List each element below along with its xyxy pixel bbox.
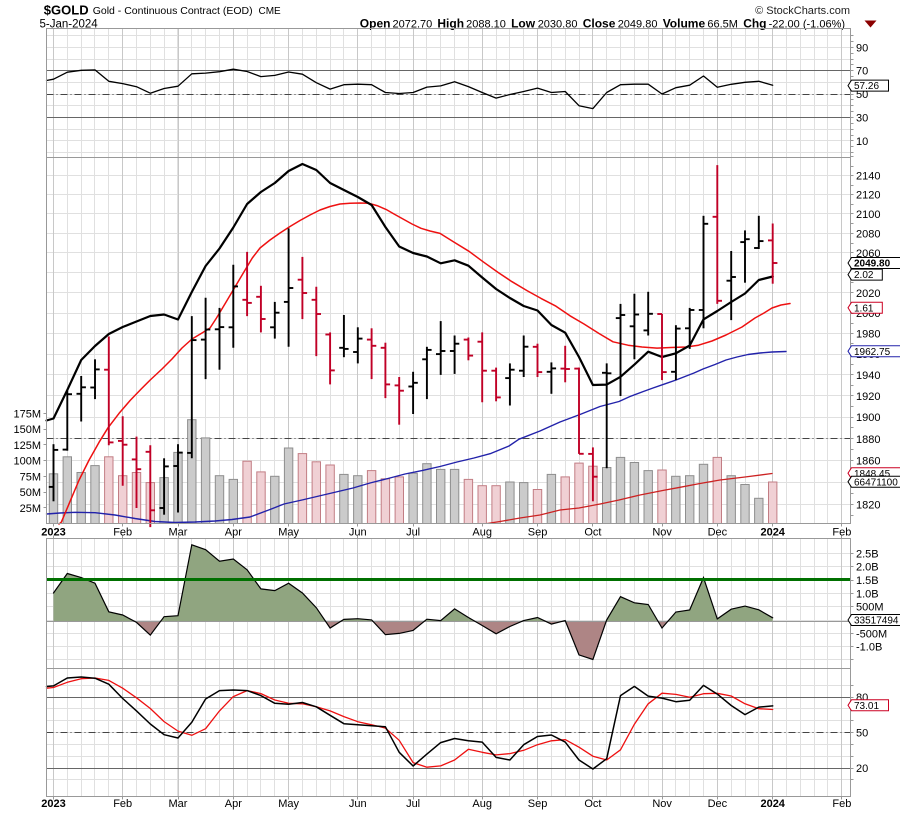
svg-text:500M: 500M [856, 602, 884, 614]
svg-text:1920: 1920 [856, 391, 880, 403]
svg-text:20: 20 [856, 763, 868, 775]
svg-text:Oct: Oct [584, 798, 601, 810]
svg-text:Jun: Jun [349, 798, 367, 810]
svg-text:Dec: Dec [708, 798, 728, 810]
svg-text:2020: 2020 [856, 288, 880, 300]
svg-text:2100: 2100 [856, 209, 880, 221]
svg-text:Jul: Jul [406, 527, 420, 539]
svg-text:Open: Open [360, 17, 391, 31]
svg-text:Close: Close [583, 17, 616, 31]
svg-text:33517494: 33517494 [854, 616, 899, 627]
svg-text:May: May [278, 527, 299, 539]
svg-text:25M: 25M [20, 503, 41, 515]
svg-text:73.01: 73.01 [854, 701, 879, 712]
svg-text:Feb: Feb [832, 798, 851, 810]
svg-text:Feb: Feb [832, 527, 851, 539]
svg-text:$GOLD: $GOLD [44, 3, 89, 18]
svg-text:50: 50 [856, 728, 868, 740]
svg-text:Mar: Mar [169, 527, 188, 539]
svg-text:Gold - Continuous Contract (EO: Gold - Continuous Contract (EOD) [93, 5, 253, 17]
svg-text:1860: 1860 [856, 456, 880, 468]
svg-text:May: May [278, 798, 299, 810]
svg-text:10: 10 [856, 136, 868, 148]
svg-text:Feb: Feb [113, 798, 132, 810]
svg-text:2.02: 2.02 [854, 270, 874, 281]
svg-text:66.5M: 66.5M [707, 19, 738, 31]
svg-text:1848.45: 1848.45 [854, 469, 891, 480]
svg-text:66471100: 66471100 [854, 477, 898, 488]
svg-text:2140: 2140 [856, 171, 880, 183]
svg-text:Dec: Dec [708, 527, 728, 539]
svg-text:2030.80: 2030.80 [538, 19, 578, 31]
svg-text:2024: 2024 [760, 527, 785, 539]
svg-text:1980: 1980 [856, 328, 880, 340]
svg-text:75M: 75M [20, 471, 41, 483]
svg-text:150M: 150M [13, 424, 41, 436]
svg-text:Sep: Sep [528, 798, 548, 810]
svg-text:Volume: Volume [663, 17, 706, 31]
svg-text:2023: 2023 [41, 527, 65, 539]
svg-text:1900: 1900 [856, 412, 880, 424]
svg-text:Jul: Jul [406, 798, 420, 810]
svg-text:-500M: -500M [856, 628, 887, 640]
svg-text:2049.80: 2049.80 [854, 259, 891, 270]
svg-text:Apr: Apr [225, 527, 242, 539]
svg-text:2088.10: 2088.10 [466, 19, 506, 31]
svg-text:© StockCharts.com: © StockCharts.com [755, 5, 850, 17]
svg-text:Apr: Apr [225, 798, 242, 810]
svg-text:70: 70 [856, 66, 868, 78]
svg-text:2060: 2060 [856, 248, 880, 260]
svg-text:1.0B: 1.0B [856, 588, 879, 600]
svg-text:-1.0B: -1.0B [856, 642, 882, 654]
svg-text:High: High [437, 17, 464, 31]
svg-text:1880: 1880 [856, 434, 880, 446]
svg-text:Oct: Oct [584, 527, 601, 539]
svg-text:Nov: Nov [652, 527, 672, 539]
svg-text:1820: 1820 [856, 500, 880, 512]
svg-text:2.5B: 2.5B [856, 548, 879, 560]
svg-text:-22.00 (-1.06%): -22.00 (-1.06%) [769, 19, 845, 31]
svg-text:175M: 175M [13, 408, 41, 420]
svg-text:Chg: Chg [743, 17, 766, 31]
svg-text:2.0B: 2.0B [856, 562, 879, 574]
svg-text:50M: 50M [20, 487, 41, 499]
svg-text:57.26: 57.26 [854, 81, 879, 92]
svg-text:2120: 2120 [856, 190, 880, 202]
svg-text:1.61: 1.61 [854, 303, 874, 314]
svg-text:1940: 1940 [856, 370, 880, 382]
svg-text:30: 30 [856, 113, 868, 125]
svg-text:Sep: Sep [528, 527, 548, 539]
svg-text:2049.80: 2049.80 [618, 19, 658, 31]
svg-text:Nov: Nov [652, 798, 672, 810]
svg-text:125M: 125M [13, 440, 41, 452]
svg-text:Mar: Mar [169, 798, 188, 810]
svg-text:90: 90 [856, 42, 868, 54]
svg-text:2023: 2023 [41, 798, 65, 810]
svg-text:2072.70: 2072.70 [393, 19, 433, 31]
svg-text:50: 50 [856, 89, 868, 101]
svg-text:1962.75: 1962.75 [854, 347, 891, 358]
svg-text:5-Jan-2024: 5-Jan-2024 [40, 19, 99, 31]
svg-text:Feb: Feb [113, 527, 132, 539]
svg-text:1.5B: 1.5B [856, 575, 879, 587]
svg-text:2080: 2080 [856, 228, 880, 240]
svg-text:2024: 2024 [760, 798, 785, 810]
svg-text:CME: CME [259, 6, 282, 17]
svg-text:Aug: Aug [472, 798, 492, 810]
svg-text:Low: Low [511, 17, 536, 31]
svg-text:100M: 100M [13, 456, 41, 468]
svg-text:Jun: Jun [349, 527, 367, 539]
svg-text:Aug: Aug [472, 527, 492, 539]
